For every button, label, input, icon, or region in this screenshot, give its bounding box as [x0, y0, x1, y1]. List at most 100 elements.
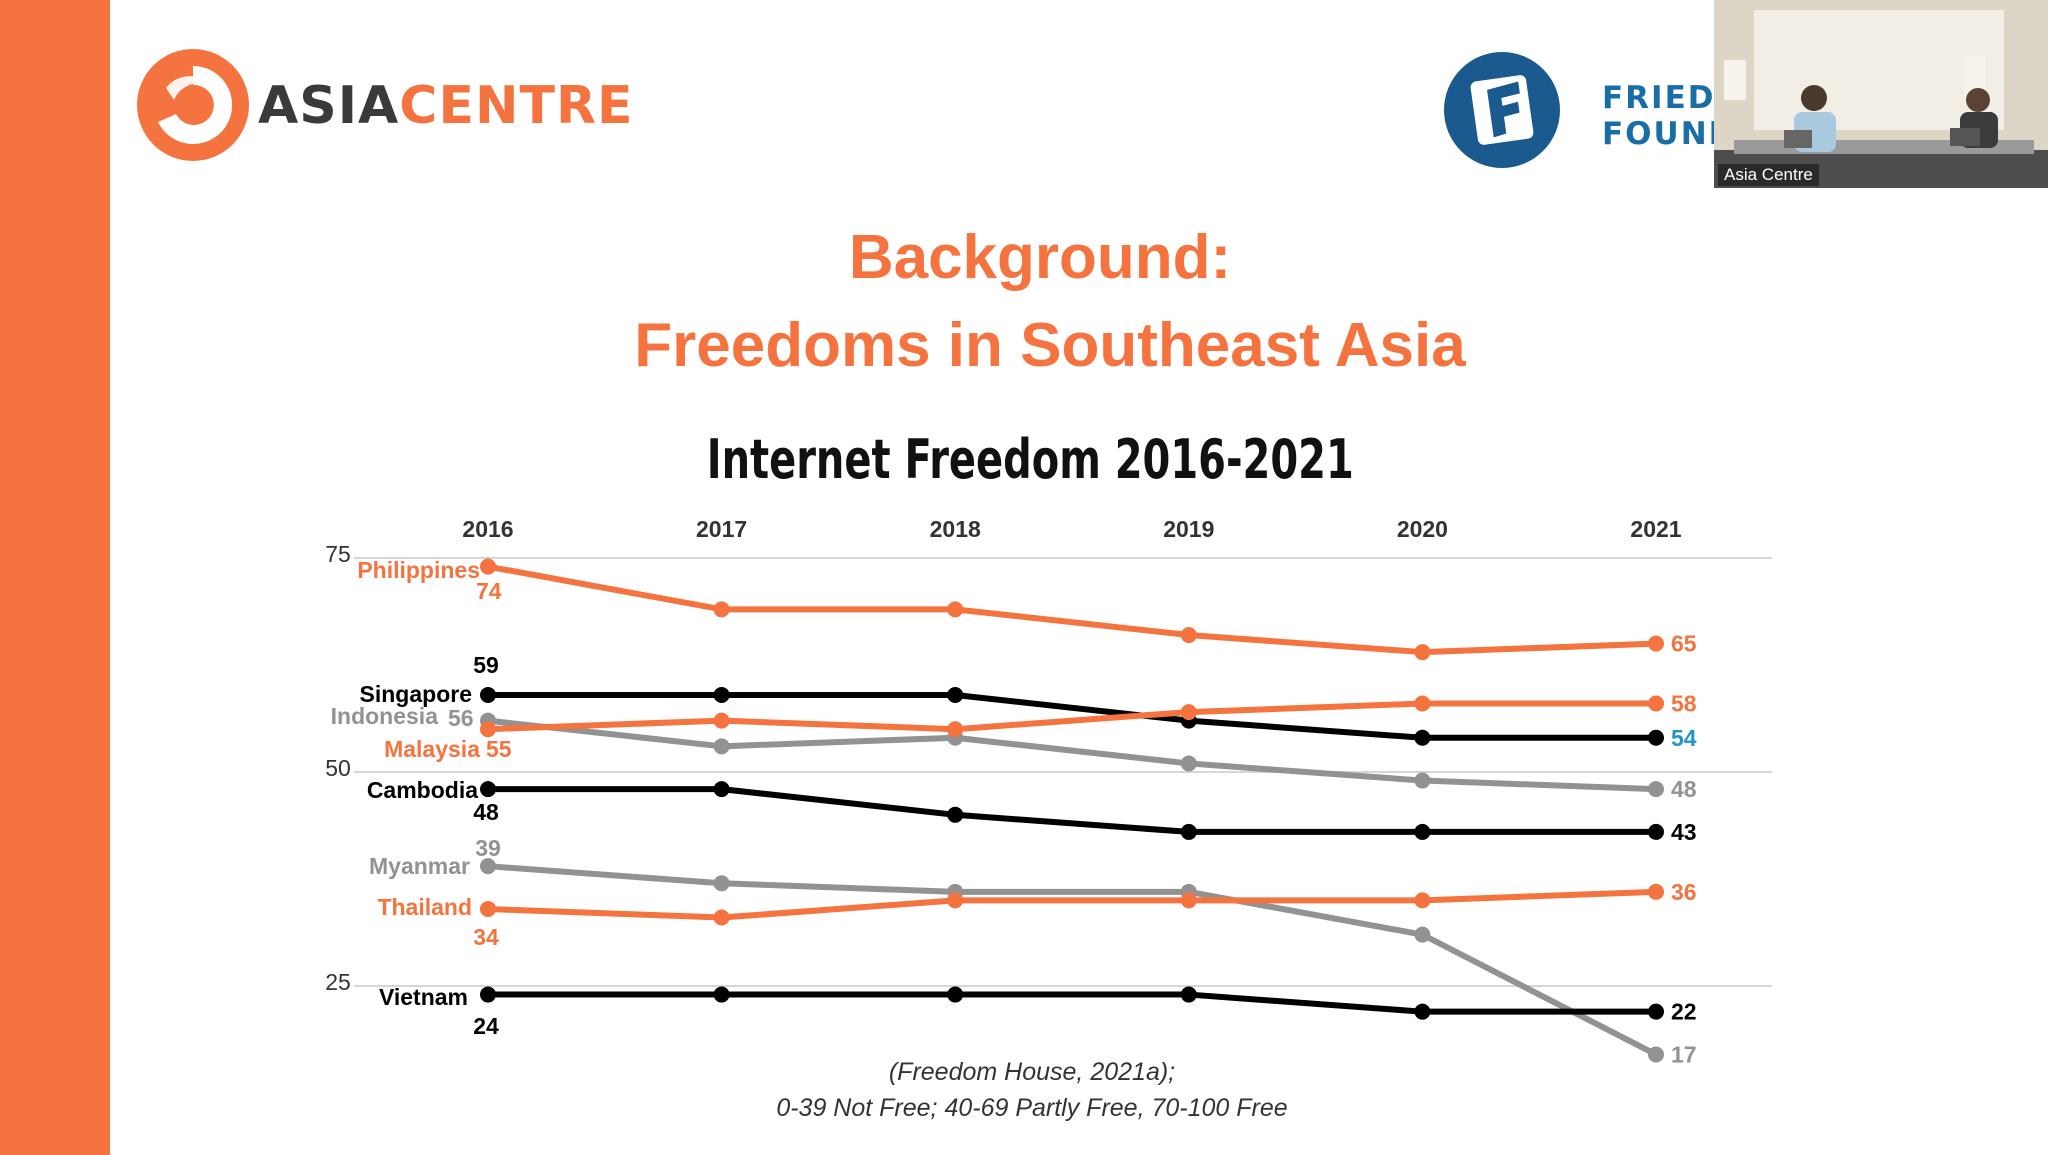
point-vietnam-2018 [947, 986, 964, 1003]
y-tick-75: 75 [325, 541, 351, 567]
end-label-malaysia: 58 [1671, 691, 1697, 717]
partner-name: FRIEDR FOUND [1602, 80, 1741, 152]
series-line-thailand [485, 888, 1659, 921]
point-cambodia-2016 [480, 781, 496, 798]
end-label-vietnam: 22 [1671, 999, 1697, 1025]
x-tick-2020: 2020 [1397, 516, 1448, 542]
point-cambodia-2020 [1414, 823, 1431, 840]
asia-centre-logo-icon [137, 49, 249, 161]
end-label-singapore: 54 [1671, 725, 1697, 751]
friedrich-foundation-logo-icon [1444, 52, 1560, 168]
point-myanmar-2016 [480, 858, 496, 875]
series-name-myanmar: Myanmar [369, 853, 470, 879]
series-name-thailand: Thailand [377, 894, 472, 920]
series-line-singapore [485, 691, 1659, 741]
series-name-philippines: Philippines [357, 557, 480, 583]
point-thailand-2018 [947, 892, 964, 909]
series-line-indonesia [485, 717, 1659, 793]
logo-word-asia: ASIA [258, 76, 400, 136]
point-philippines-2019 [1180, 627, 1197, 644]
y-tick-50: 50 [325, 755, 351, 781]
series-line-vietnam [485, 991, 1659, 1015]
point-malaysia-2019 [1180, 704, 1197, 721]
end-label-indonesia: 48 [1671, 776, 1697, 802]
point-cambodia-2019 [1180, 823, 1197, 840]
y-tick-25: 25 [325, 969, 351, 995]
series-line-myanmar [485, 863, 1659, 1058]
caption-legend: 0-39 Not Free; 40-69 Partly Free, 70-100… [776, 1094, 1288, 1122]
point-singapore-2016 [480, 686, 496, 703]
point-indonesia-2020 [1414, 772, 1431, 789]
point-singapore-2020 [1414, 729, 1431, 746]
point-thailand-2016 [480, 900, 496, 917]
start-label-singapore: 59 [473, 652, 499, 678]
start-label-indonesia: 56 [448, 705, 474, 731]
point-philippines-2018 [947, 601, 964, 618]
point-vietnam-2017 [713, 986, 730, 1003]
start-label-vietnam: 24 [473, 1013, 499, 1039]
point-singapore-2018 [947, 686, 964, 703]
series-line-philippines [485, 563, 1659, 656]
series-name-malaysia: Malaysia [384, 736, 480, 762]
point-cambodia-2021 [1648, 823, 1664, 840]
slide-title-line1: Background: [848, 223, 1232, 292]
series-name-cambodia: Cambodia [367, 777, 478, 803]
point-myanmar-2020 [1414, 926, 1431, 943]
point-myanmar-2017 [713, 875, 730, 892]
start-label-cambodia: 48 [473, 799, 499, 825]
video-thumbnail[interactable]: Asia Centre [1714, 0, 2048, 188]
point-vietnam-2021 [1648, 1003, 1664, 1020]
point-thailand-2020 [1414, 892, 1431, 909]
x-tick-2018: 2018 [930, 516, 981, 542]
start-label-myanmar: 39 [475, 835, 501, 861]
point-malaysia-2018 [947, 721, 964, 738]
series-line-cambodia [485, 786, 1659, 835]
start-label-malaysia: 55 [486, 736, 512, 762]
left-accent-bar [0, 0, 110, 1155]
logo-wordmark: ASIACENTRE [258, 76, 634, 136]
partner-name-line2: FOUND [1602, 116, 1737, 152]
point-philippines-2017 [713, 601, 730, 618]
x-tick-2016: 2016 [462, 516, 513, 542]
point-philippines-2020 [1414, 644, 1431, 661]
point-indonesia-2019 [1180, 755, 1197, 772]
point-thailand-2017 [713, 909, 730, 926]
point-cambodia-2017 [713, 781, 730, 798]
point-myanmar-2021 [1648, 1046, 1664, 1063]
point-indonesia-2017 [713, 738, 730, 755]
start-label-philippines: 74 [476, 578, 502, 604]
end-label-thailand: 36 [1671, 879, 1697, 905]
series-line-malaysia [485, 700, 1659, 733]
series-name-singapore: Singapore [360, 681, 472, 707]
point-singapore-2021 [1648, 729, 1664, 746]
point-cambodia-2018 [947, 806, 964, 823]
x-tick-2017: 2017 [696, 516, 747, 542]
x-tick-2019: 2019 [1163, 516, 1214, 542]
point-malaysia-2016 [480, 721, 496, 738]
point-vietnam-2019 [1180, 986, 1197, 1003]
point-singapore-2017 [713, 686, 730, 703]
point-thailand-2021 [1648, 883, 1664, 900]
caption-source: (Freedom House, 2021a); [888, 1058, 1176, 1086]
series-name-vietnam: Vietnam [379, 984, 468, 1010]
chart-title: Internet Freedom 2016-2021 [706, 428, 1354, 491]
point-vietnam-2020 [1414, 1003, 1431, 1020]
start-label-thailand: 34 [473, 924, 499, 950]
slide-title-line2: Freedoms in Southeast Asia [634, 311, 1466, 380]
point-vietnam-2016 [480, 986, 496, 1003]
point-malaysia-2017 [713, 712, 730, 729]
x-tick-2021: 2021 [1630, 516, 1681, 542]
point-malaysia-2021 [1648, 695, 1664, 712]
point-indonesia-2021 [1648, 781, 1664, 798]
series-name-indonesia: Indonesia [331, 703, 439, 729]
end-label-myanmar: 17 [1671, 1041, 1697, 1067]
video-label: Asia Centre [1718, 164, 1819, 186]
video-scene-icon [1714, 0, 2048, 188]
point-malaysia-2020 [1414, 695, 1431, 712]
logo-word-centre: CENTRE [399, 76, 634, 136]
end-label-philippines: 65 [1671, 631, 1697, 657]
end-label-cambodia: 43 [1671, 819, 1697, 845]
point-thailand-2019 [1180, 892, 1197, 909]
point-philippines-2021 [1648, 635, 1664, 652]
